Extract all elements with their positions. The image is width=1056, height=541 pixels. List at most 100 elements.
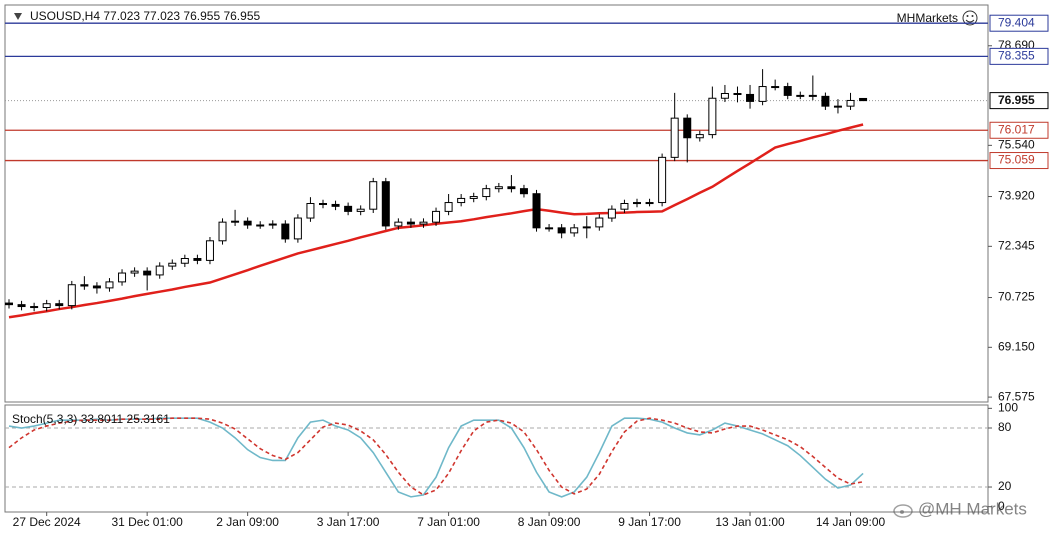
candle-body [168, 262, 177, 267]
candle-body [406, 221, 415, 225]
watermark-logo [893, 504, 913, 518]
candle-body [846, 99, 855, 107]
stoch-title: Stoch(5,3,3) 33.8011 25.3161 [12, 412, 170, 426]
y-tick-label: 100 [998, 401, 1018, 415]
candle-body [720, 93, 729, 99]
candle-body [17, 304, 26, 308]
candle-body [633, 202, 641, 205]
level-label-box [989, 152, 1049, 170]
candle-body [833, 105, 842, 108]
x-tick-label: 8 Jan 09:00 [518, 515, 581, 529]
candle-body [595, 217, 604, 228]
candle-body [55, 303, 64, 307]
stoch-panel [4, 404, 989, 513]
candle-body [708, 97, 717, 136]
candle-body [457, 197, 466, 204]
candle-body [143, 270, 152, 276]
candle-body [80, 284, 89, 287]
candle-body [432, 210, 441, 223]
x-tick-label: 31 Dec 01:00 [111, 515, 183, 529]
candle-body [419, 221, 428, 225]
candle-body [42, 303, 51, 308]
x-tick-label: 2 Jan 09:00 [216, 515, 279, 529]
candle-body [331, 203, 340, 207]
level-label: 78.355 [998, 49, 1035, 63]
x-tick-label: 9 Jan 17:00 [618, 515, 681, 529]
price-panel [4, 4, 989, 403]
candle-body [105, 281, 114, 289]
candle-body [670, 117, 679, 158]
candle-body [344, 205, 353, 212]
y-tick-label: 75.540 [998, 138, 1035, 152]
stoch-line [8, 417, 864, 496]
x-tick-label: 27 Dec 2024 [13, 515, 81, 529]
candle-body [218, 221, 227, 242]
candle-body [557, 227, 566, 234]
candle-body [256, 224, 265, 227]
y-tick-label: 73.920 [998, 189, 1035, 203]
candle-body [783, 86, 792, 96]
candle-body [67, 284, 76, 307]
level-label-box [989, 14, 1049, 32]
level-label: 76.017 [998, 122, 1035, 136]
candle-body [507, 186, 516, 190]
candle-body [758, 86, 767, 102]
candle-body [494, 186, 503, 190]
candle-body [469, 196, 478, 199]
candle-body [733, 93, 742, 96]
candle-body [268, 223, 277, 226]
candle-body [620, 203, 629, 210]
x-tick-label: 13 Jan 01:00 [715, 515, 785, 529]
candle-body [130, 270, 139, 274]
candle-body [859, 97, 868, 102]
candle-body [808, 94, 817, 97]
candle-body [394, 221, 403, 227]
candle-body [356, 208, 365, 212]
candle-body [570, 227, 579, 234]
watermark: @MH Markets [918, 499, 1027, 518]
candle-body [582, 226, 591, 229]
candle-body [381, 181, 390, 227]
candle-body [545, 227, 554, 230]
level-label-box [989, 47, 1049, 65]
candle-body [821, 95, 830, 107]
y-tick-label: 72.345 [998, 239, 1035, 253]
current-price-box [989, 92, 1049, 110]
candle-body [231, 220, 240, 223]
level-label: 75.059 [998, 153, 1035, 167]
level-label: 79.404 [998, 15, 1035, 29]
candle-body [155, 265, 164, 276]
candle-body [193, 257, 202, 261]
candle-body [771, 86, 780, 89]
candle-body [92, 285, 101, 289]
candle-body [645, 202, 654, 205]
candle-body [243, 220, 252, 226]
candle-body [180, 257, 189, 264]
candle-body [306, 203, 315, 219]
candle-body [30, 306, 39, 309]
y-tick-label: 80 [998, 420, 1012, 434]
y-tick-label: 70.725 [998, 290, 1035, 304]
x-tick-label: 14 Jan 09:00 [816, 515, 886, 529]
smiley [962, 10, 978, 26]
candle-body [683, 117, 692, 139]
level-label-box [989, 121, 1049, 139]
candle-body [205, 240, 214, 261]
y-tick-label: 0 [998, 499, 1005, 513]
candle-body [746, 93, 755, 102]
candle-body [118, 272, 127, 283]
current-price-label: 76.955 [998, 93, 1035, 107]
candle-body [369, 181, 378, 210]
candle-body [5, 302, 13, 306]
candle-body [319, 203, 327, 205]
brand: MHMarkets [897, 11, 958, 25]
y-tick-label: 69.150 [998, 339, 1035, 353]
candle-body [658, 156, 667, 204]
candle-body [482, 188, 491, 198]
candle-body [293, 217, 302, 240]
candle-body [796, 94, 805, 97]
x-tick-label: 7 Jan 01:00 [417, 515, 480, 529]
candle-body [519, 188, 528, 195]
candle-body [607, 208, 616, 219]
